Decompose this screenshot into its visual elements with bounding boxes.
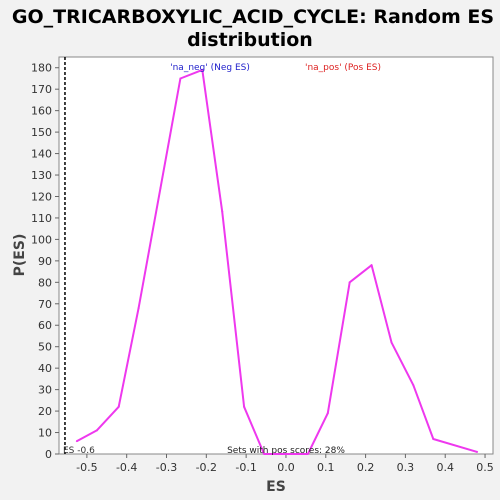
es-marker-label: ES -0.6 [63, 446, 95, 456]
x-tick-label: 0.0 [277, 461, 295, 474]
y-tick-label: 70 [38, 298, 52, 311]
y-tick-label: 0 [45, 448, 52, 461]
x-tick-label: -0.4 [116, 461, 137, 474]
y-tick-label: 170 [31, 83, 52, 96]
x-axis-label: ES [266, 479, 286, 495]
x-tick-label: 0.2 [357, 461, 375, 474]
y-tick-label: 180 [31, 62, 52, 75]
y-tick-label: 20 [38, 405, 52, 418]
y-tick-label: 110 [31, 212, 52, 225]
data-point [201, 68, 204, 71]
chart-title-line-1: GO_TRICARBOXYLIC_ACID_CYCLE: Random ES [12, 6, 494, 28]
y-tick-label: 120 [31, 190, 52, 203]
data-point [326, 412, 329, 415]
y-tick-label: 90 [38, 255, 52, 268]
x-tick-label: 0.1 [317, 461, 335, 474]
x-tick-label: -0.5 [76, 461, 97, 474]
data-point [75, 440, 78, 443]
data-point [159, 186, 162, 189]
data-point [137, 307, 140, 310]
data-point [179, 77, 182, 80]
y-axis-label: P(ES) [12, 234, 28, 277]
plot-area [58, 56, 494, 455]
y-tick-label: 80 [38, 276, 52, 289]
data-point [412, 384, 415, 387]
y-tick-label: 140 [31, 148, 52, 161]
x-tick-label: -0.1 [235, 461, 256, 474]
y-axis: 0 10 20 30 40 50 60 70 80 90 100 110 120 130 140 150 160… [31, 62, 59, 461]
y-tick-label: 100 [31, 233, 52, 246]
chart-title-line-2: distribution [187, 29, 313, 51]
x-tick-label: -0.3 [156, 461, 177, 474]
data-point [432, 437, 435, 440]
y-tick-label: 60 [38, 319, 52, 332]
data-point [221, 210, 224, 213]
y-tick-label: 50 [38, 341, 52, 354]
data-point [370, 264, 373, 267]
x-tick-label: 0.5 [476, 461, 494, 474]
legend-entry-pos: 'na_pos' (Pos ES) [305, 63, 381, 73]
x-tick-label: -0.2 [196, 461, 217, 474]
data-point [117, 405, 120, 408]
series-line [76, 68, 478, 455]
pos-score-annotation: Sets with pos scores: 28% [227, 446, 345, 456]
x-tick-label: 0.3 [397, 461, 415, 474]
data-point [263, 453, 266, 455]
data-point [348, 281, 351, 284]
y-tick-label: 30 [38, 384, 52, 397]
y-tick-label: 160 [31, 105, 52, 118]
x-tick-label: 0.4 [436, 461, 454, 474]
data-point [476, 450, 479, 453]
y-tick-label: 150 [31, 126, 52, 139]
data-point [306, 453, 309, 455]
x-axis: -0.5 -0.4 -0.3 -0.2 -0.1 0.0 0.1 0.2 0.3 0.4 0.5 [76, 454, 494, 474]
data-point [243, 405, 246, 408]
y-tick-label: 40 [38, 362, 52, 375]
series-layer [75, 68, 479, 455]
data-point [95, 429, 98, 432]
y-tick-label: 130 [31, 169, 52, 182]
data-point [390, 341, 393, 344]
y-tick-label: 10 [38, 427, 52, 440]
legend-entry-neg: 'na_neg' (Neg ES) [170, 63, 250, 73]
